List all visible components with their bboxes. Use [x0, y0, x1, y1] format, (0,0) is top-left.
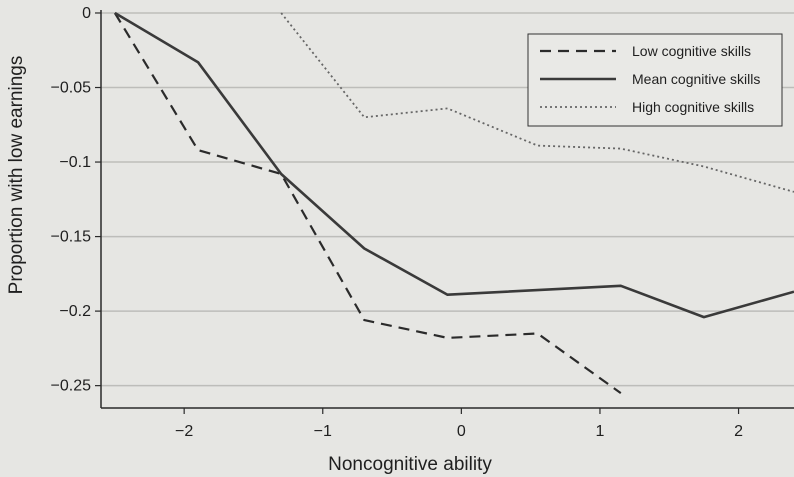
y-tick-label: −0.1 — [59, 154, 91, 171]
x-tick-label: −2 — [175, 423, 193, 440]
y-axis-title: Proportion with low earnings — [6, 56, 27, 295]
series-lines — [113, 11, 794, 394]
x-tick-label: 2 — [734, 423, 743, 440]
y-tick-label: −0.25 — [51, 378, 92, 395]
ticks: 0 −0.05 −0.1 −0.15 −0.2 −0.25 −2 −1 0 1 2 — [51, 5, 744, 440]
y-tick-label: 0 — [82, 5, 91, 22]
legend-label: High cognitive skills — [632, 99, 754, 115]
axes — [100, 10, 794, 409]
series-line-dashed — [113, 12, 622, 394]
y-tick-label: −0.05 — [51, 80, 92, 97]
series-line-solid — [114, 11, 794, 319]
x-axis-title: Noncognitive ability — [328, 454, 492, 475]
x-tick-label: 0 — [457, 423, 466, 440]
legend-label: Low cognitive skills — [632, 43, 751, 59]
legend-label: Mean cognitive skills — [632, 71, 760, 87]
legend: Low cognitive skills Mean cognitive skill… — [527, 33, 783, 127]
y-tick-label: −0.2 — [59, 303, 91, 320]
x-tick-label: −1 — [314, 423, 332, 440]
y-tick-label: −0.15 — [51, 229, 92, 246]
x-tick-label: 1 — [596, 423, 605, 440]
